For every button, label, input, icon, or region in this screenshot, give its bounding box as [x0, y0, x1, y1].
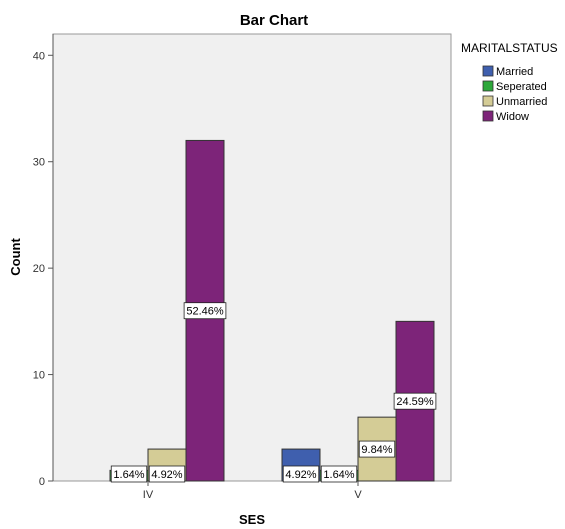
data-label-box — [393, 392, 437, 410]
plot-area — [52, 33, 452, 482]
data-label: 1.64% — [113, 469, 144, 481]
data-label: 52.46% — [186, 306, 224, 318]
legend-swatch-unmarried — [482, 95, 494, 107]
x-axis-title: SES — [239, 512, 265, 527]
legend-label-married: Married — [496, 66, 533, 78]
data-label: 9.84% — [361, 444, 392, 456]
y-axis: 0 10 20 30 40 — [33, 34, 54, 488]
data-labels: 1.64% 4.92% 52.46% 4.92% 1.64% 9.84% 24.59% — [110, 302, 437, 483]
data-label-box — [358, 440, 396, 458]
legend-swatch-married — [482, 65, 494, 77]
y-tick-label: 0 — [39, 476, 45, 488]
x-tick-label: V — [354, 489, 362, 501]
legend-label-unmarried: Unmarried — [496, 96, 547, 108]
data-label: 1.64% — [323, 469, 354, 481]
legend-label-widow: Widow — [496, 111, 529, 123]
data-label-box — [148, 465, 186, 483]
legend-label-seperated: Seperated — [496, 81, 547, 93]
legend-swatch-seperated — [482, 80, 494, 92]
data-label-box — [183, 302, 227, 320]
data-label: 24.59% — [396, 396, 434, 408]
chart-title: Bar Chart — [240, 12, 308, 29]
legend-title: MARITALSTATUS — [461, 41, 558, 55]
data-label: 4.92% — [151, 469, 182, 481]
legend-swatch-widow — [482, 110, 494, 122]
data-label-box — [110, 465, 148, 483]
data-label-box — [320, 465, 358, 483]
legend: MARITALSTATUS Married Seperated Unmarried W… — [461, 41, 558, 123]
y-axis-title: Count — [8, 238, 23, 276]
x-axis: IV V — [143, 481, 362, 501]
y-tick-label: 10 — [33, 370, 45, 382]
data-label: 4.92% — [285, 469, 316, 481]
y-tick-label: 20 — [33, 263, 45, 275]
x-tick-label: IV — [143, 489, 154, 501]
y-tick-label: 40 — [33, 50, 45, 62]
data-label-box — [282, 465, 320, 483]
y-tick-label: 30 — [33, 157, 45, 169]
